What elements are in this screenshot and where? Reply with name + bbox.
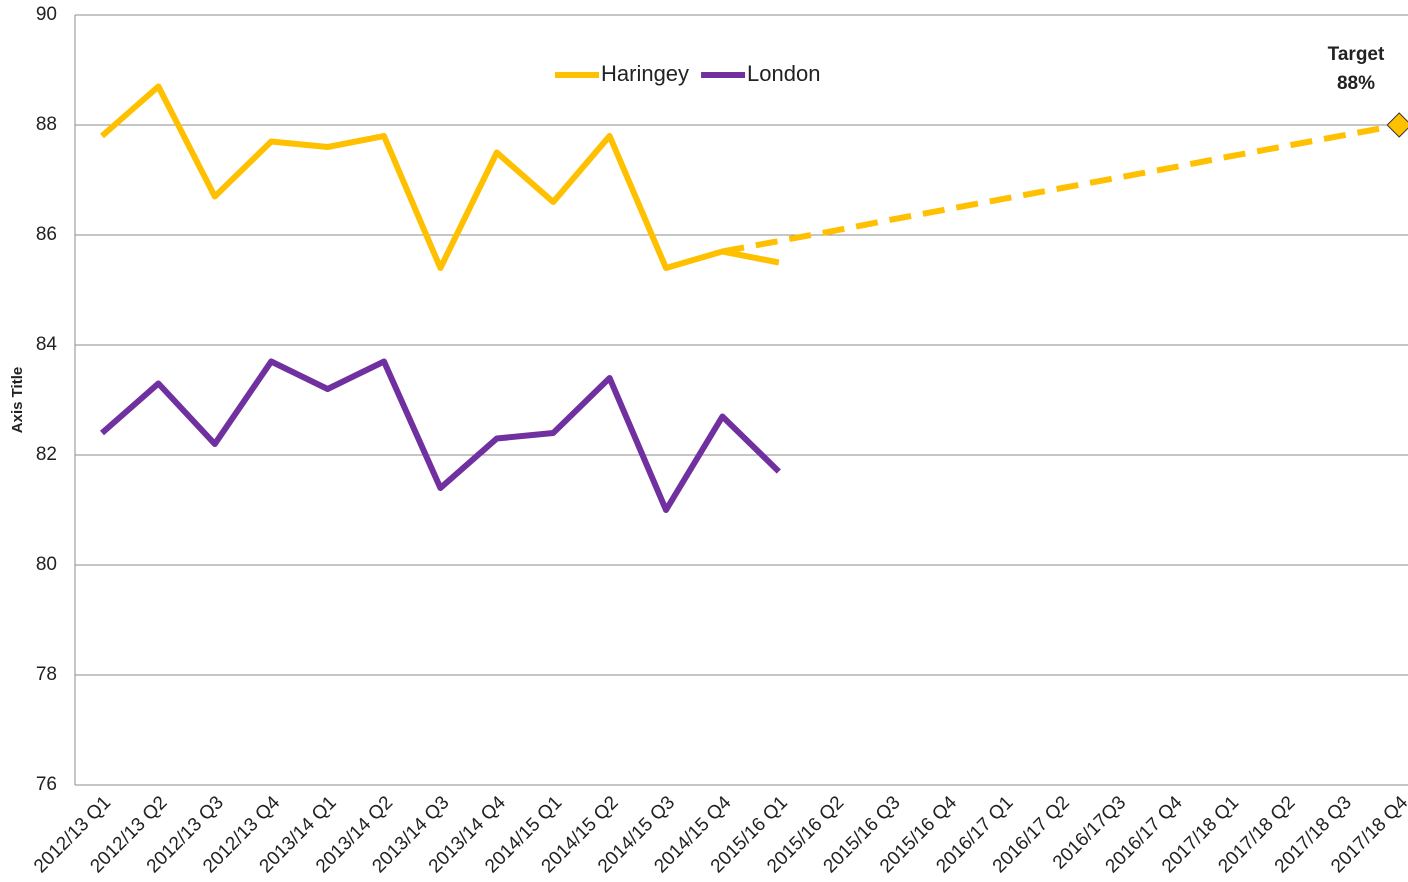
y-tick-label: 84: [36, 334, 58, 355]
target-marker: [1386, 112, 1408, 138]
annotation: Target: [1328, 44, 1385, 65]
series-line: [100, 83, 780, 271]
y-tick-label: 76: [36, 774, 57, 795]
y-tick-label: 88: [36, 114, 57, 135]
y-tick-label: 82: [36, 444, 57, 465]
y-tick-label: 80: [36, 554, 57, 575]
legend-label: London: [747, 61, 820, 86]
annotation: 88%: [1337, 73, 1375, 94]
target-line: [721, 122, 1400, 255]
legend-label: Haringey: [601, 61, 689, 86]
y-tick-label: 90: [36, 4, 57, 25]
y-tick-label: 78: [36, 664, 57, 685]
series-line: [100, 358, 781, 513]
y-tick-label: 86: [36, 224, 57, 245]
y-axis-title: Axis Title: [9, 367, 26, 433]
